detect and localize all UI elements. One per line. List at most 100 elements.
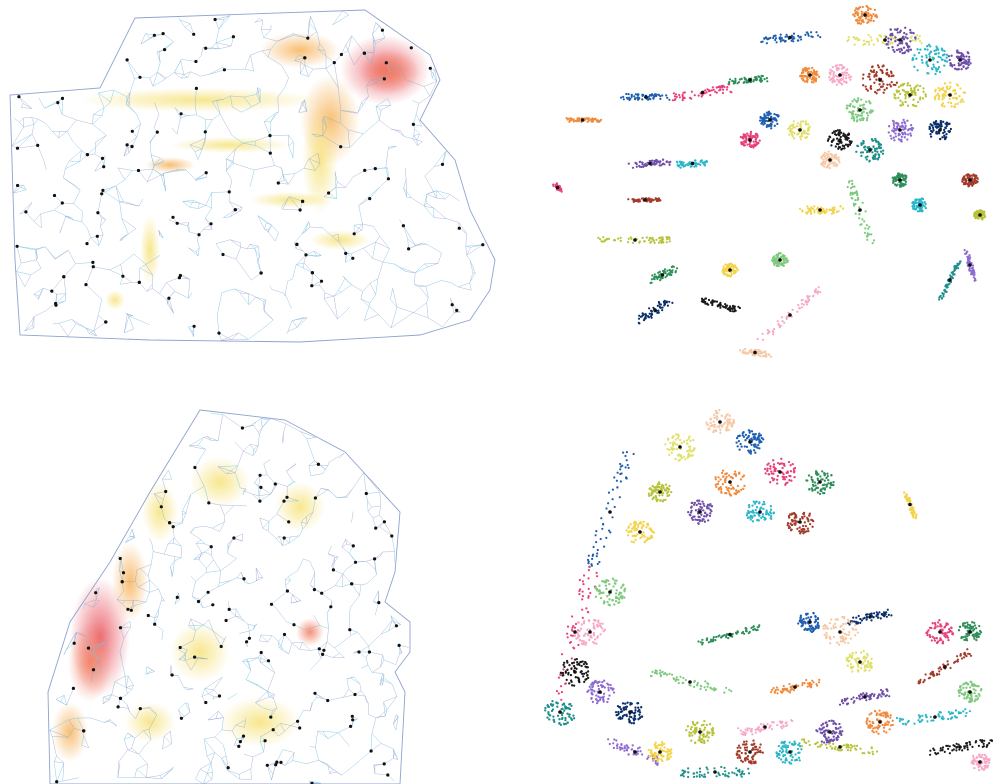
cluster-centroid [227,607,231,611]
cluster-centroid [788,313,792,317]
cluster-centroid [898,178,902,182]
point-cluster [805,470,835,496]
cluster-centroid [273,482,277,486]
cluster-centroid [126,607,130,611]
region-outline [47,409,411,784]
cluster-centroid [339,52,343,57]
point-cluster [637,299,674,325]
cluster-centroid [374,526,378,530]
point-cluster [544,699,576,727]
density-hotspot [142,482,178,542]
cluster-centroid [196,599,201,604]
point-cluster [649,669,733,694]
point-cluster [770,678,821,695]
cluster-centroid [351,544,355,548]
point-cluster [649,265,679,285]
cluster-centroid [85,242,89,246]
cluster-centroid [100,156,105,160]
cluster-centroid [818,480,822,484]
density-heat-layer [52,457,325,762]
point-cluster [961,173,979,188]
cluster-centroid [373,167,377,171]
cluster-centroid [52,193,57,198]
density-hotspot [360,50,420,94]
cluster-centroid [678,445,682,449]
cluster-centroid [788,35,792,40]
point-cluster [758,110,780,130]
cluster-centroid [858,660,862,664]
point-cluster [786,511,815,535]
point-cluster [820,150,841,170]
cluster-centroid [179,716,183,720]
cluster-centroid [588,630,592,634]
cluster-centroid [958,58,962,62]
cluster-centroid [168,521,172,525]
point-cluster [705,409,736,434]
cluster-centroid [573,670,577,674]
cluster-centroid [367,650,371,654]
cluster-centroid [310,781,314,784]
point-cluster [565,117,603,124]
point-cluster [846,179,876,245]
point-cluster [929,739,994,756]
cluster-centroid [344,251,348,255]
cluster-centroid [440,162,445,166]
cluster-centroid [908,93,912,97]
cluster-centroid [558,710,562,714]
cluster-centroid [968,690,972,694]
cluster-centroid [368,197,372,201]
density-hotspot [260,32,340,68]
cluster-centroid [155,130,159,134]
cluster-centroid [369,749,373,753]
cluster-centroids [555,13,982,355]
cluster-centroid [638,530,642,534]
cluster-centroid [401,224,405,228]
cluster-centroid [321,652,325,656]
cluster-centroid [788,750,792,754]
sf-density-map [9,9,496,343]
cluster-centroid [573,630,577,634]
cluster-centroid [282,536,286,540]
cluster-centroid [129,608,133,612]
cluster-centroid [373,557,377,561]
point-cluster [933,81,967,109]
cluster-centroid [828,158,832,162]
cluster-centroid [310,271,314,275]
cluster-centroid [858,108,862,112]
cluster-centroid [91,265,95,269]
point-cluster [735,739,764,765]
cluster-centroid [407,247,411,251]
cluster-centroid [828,730,832,734]
mesh-edges-fine [49,413,402,784]
density-hotspot [125,702,175,742]
cluster-centroid [118,696,123,700]
cluster-centroid [798,520,802,524]
cluster-centroid [167,296,171,300]
point-cluster [687,499,714,525]
cluster-centroid [233,208,237,212]
cluster-centroid [943,665,947,669]
cluster-centroid [339,145,343,149]
point-cluster [675,159,709,169]
density-hotspot [68,622,112,702]
cluster-centroid [450,303,454,307]
cluster-centroid [193,655,197,659]
cluster-centroid [221,252,225,257]
cluster-centroid [175,595,179,599]
cluster-centroid [938,128,942,132]
cluster-centroid [203,130,207,134]
cluster-centroid [197,233,201,237]
cluster-centroid [269,715,273,719]
cluster-centroid [15,146,20,150]
point-cluster [573,618,607,646]
density-hotspot [296,618,324,646]
cluster-centroid [382,762,386,766]
point-cluster [586,451,635,568]
cluster-centroid [171,215,175,219]
point-cluster [917,648,973,685]
point-cluster [647,740,673,763]
cluster-centroid [748,78,752,82]
cluster-centroid [121,571,126,575]
density-hotspot [250,192,330,208]
